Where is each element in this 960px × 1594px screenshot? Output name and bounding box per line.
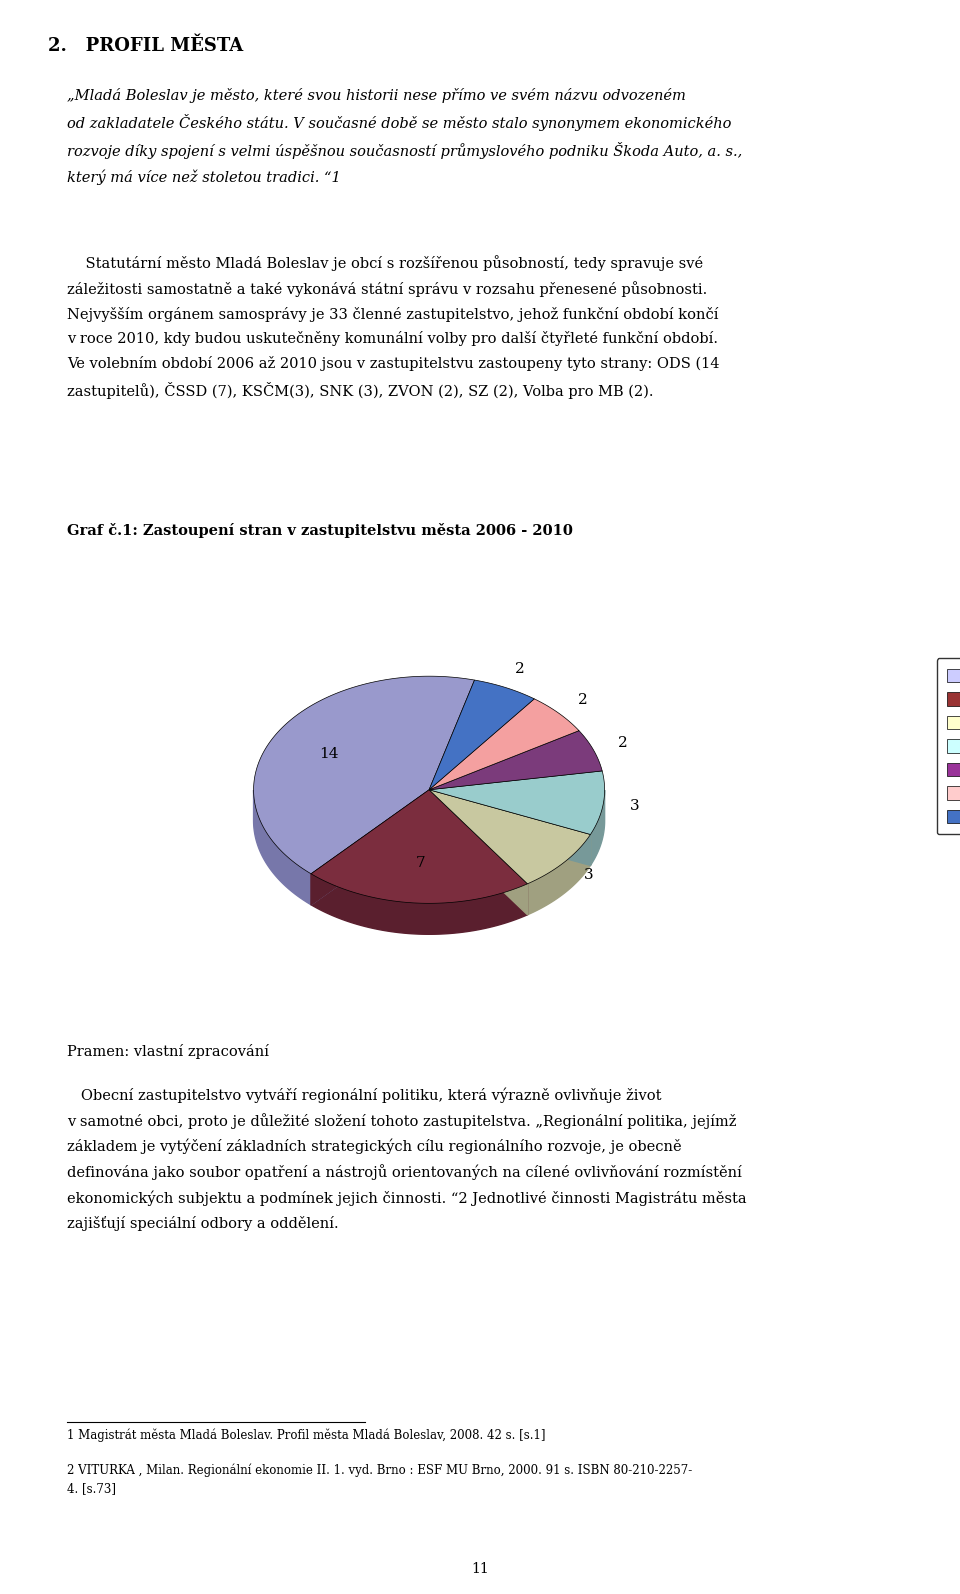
Polygon shape — [429, 771, 605, 835]
Polygon shape — [253, 676, 474, 874]
Polygon shape — [429, 698, 579, 789]
Text: 7: 7 — [416, 856, 426, 870]
Text: Obecní zastupitelstvo vytváří regionální politiku, která výrazně ovlivňuje život: Obecní zastupitelstvo vytváří regionální… — [67, 1087, 747, 1231]
Polygon shape — [429, 730, 602, 789]
Polygon shape — [311, 874, 527, 934]
Text: 1 Magistrát města Mladá Boleslav. Profil města Mladá Boleslav, 2008. 42 s. [s.1]: 1 Magistrát města Mladá Boleslav. Profil… — [67, 1428, 545, 1441]
Text: 3: 3 — [584, 869, 593, 881]
Text: 14: 14 — [320, 748, 339, 762]
Polygon shape — [311, 789, 429, 905]
Text: Graf č.1: Zastoupení stran v zastupitelstvu města 2006 - 2010: Graf č.1: Zastoupení stran v zastupitels… — [67, 523, 573, 537]
Text: Pramen: vlastní zpracování: Pramen: vlastní zpracování — [67, 1044, 269, 1058]
Polygon shape — [311, 789, 429, 905]
Text: 2: 2 — [618, 736, 628, 749]
Polygon shape — [429, 789, 590, 883]
Text: 2 VITURKA , Milan. Regionální ekonomie II. 1. vyd. Brno : ESF MU Brno, 2000. 91 : 2 VITURKA , Milan. Regionální ekonomie I… — [67, 1463, 692, 1495]
Polygon shape — [429, 789, 590, 866]
Polygon shape — [429, 789, 590, 866]
Legend: ODS, ČSSD, KSČM, SNK, Volba pro MB, ZVON, SZ: ODS, ČSSD, KSČM, SNK, Volba pro MB, ZVON… — [937, 658, 960, 834]
Polygon shape — [527, 835, 590, 915]
Polygon shape — [253, 791, 311, 905]
Text: 2: 2 — [515, 662, 524, 676]
Polygon shape — [311, 789, 527, 904]
Text: 2.   PROFIL MĚSTA: 2. PROFIL MĚSTA — [48, 37, 243, 54]
Text: „Mladá Boleslav je město, které svou historii nese přímo ve svém názvu odvozeném: „Mladá Boleslav je město, které svou his… — [67, 88, 742, 185]
Text: 3: 3 — [630, 799, 639, 813]
Polygon shape — [429, 789, 527, 915]
Text: 11: 11 — [471, 1562, 489, 1576]
Polygon shape — [590, 791, 605, 866]
Polygon shape — [429, 681, 535, 789]
Polygon shape — [429, 789, 527, 915]
Text: Statutární město Mladá Boleslav je obcí s rozšířenou působností, tedy spravuje s: Statutární město Mladá Boleslav je obcí … — [67, 255, 720, 398]
Text: 2: 2 — [578, 693, 588, 706]
